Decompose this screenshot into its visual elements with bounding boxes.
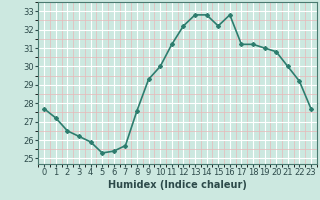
X-axis label: Humidex (Indice chaleur): Humidex (Indice chaleur) [108,180,247,190]
